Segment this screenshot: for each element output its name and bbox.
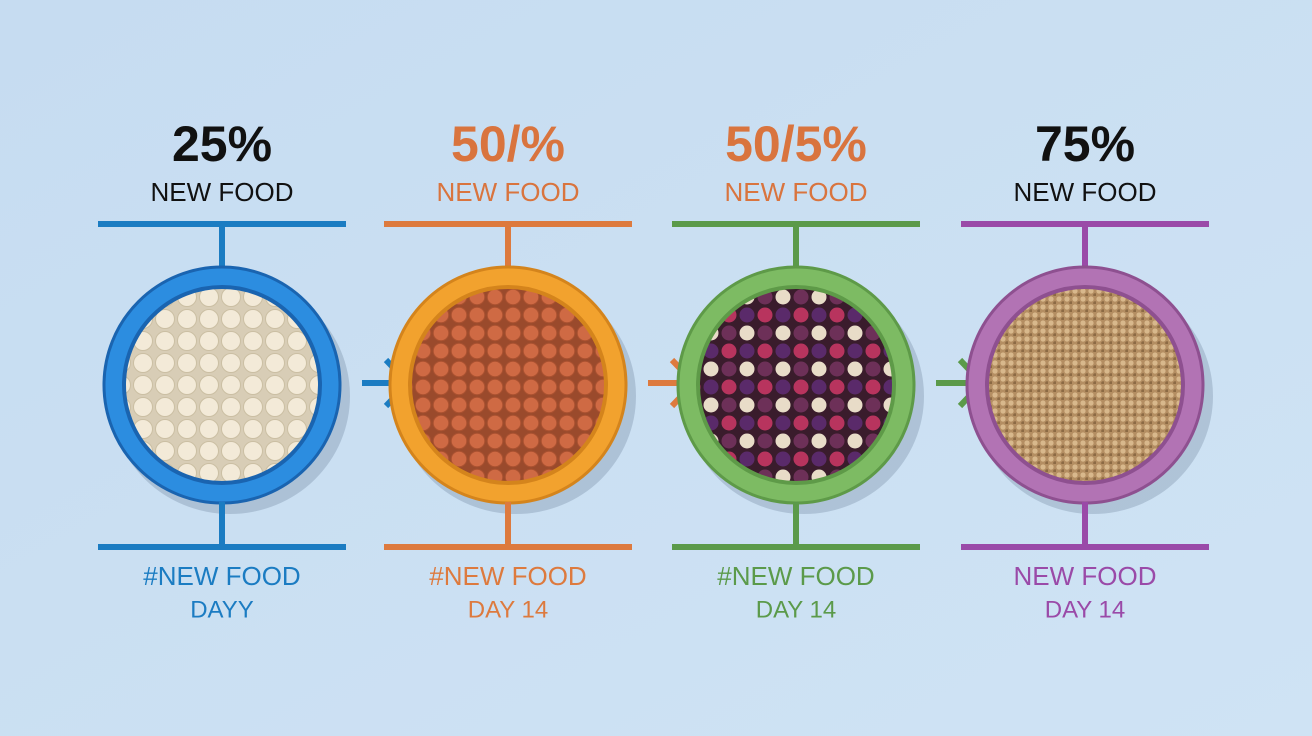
step-percent: 25% xyxy=(172,116,272,172)
bowl-food xyxy=(122,285,322,485)
day-label: DAY 14 xyxy=(1045,596,1126,623)
day-label: DAYY xyxy=(190,596,254,623)
step-label: NEW FOOD xyxy=(151,177,294,207)
bowl-food xyxy=(696,285,896,485)
step: 25% NEW FOOD #NEW FOOD DAYY xyxy=(98,116,413,623)
step: 50/5% NEW FOOD #NEW FOOD DAY 14 xyxy=(672,116,987,623)
step-percent: 50/% xyxy=(451,116,565,172)
step-label: NEW FOOD xyxy=(437,177,580,207)
bottom-label: #NEW FOOD xyxy=(143,561,300,591)
day-label: DAY 14 xyxy=(468,596,549,623)
day-label: DAY 14 xyxy=(756,596,837,623)
step-percent: 75% xyxy=(1035,116,1135,172)
step-percent: 50/5% xyxy=(725,116,867,172)
bowl-food xyxy=(408,285,608,485)
bottom-label: #NEW FOOD xyxy=(429,561,586,591)
step-label: NEW FOOD xyxy=(725,177,868,207)
bowl-food xyxy=(985,285,1185,485)
step: 75% NEW FOOD NEW FOOD DAY 14 xyxy=(961,116,1213,623)
step: 50/% NEW FOOD #NEW FOOD DAY 14 xyxy=(384,116,699,623)
bottom-label: NEW FOOD xyxy=(1014,561,1157,591)
bottom-label: #NEW FOOD xyxy=(717,561,874,591)
step-label: NEW FOOD xyxy=(1014,177,1157,207)
